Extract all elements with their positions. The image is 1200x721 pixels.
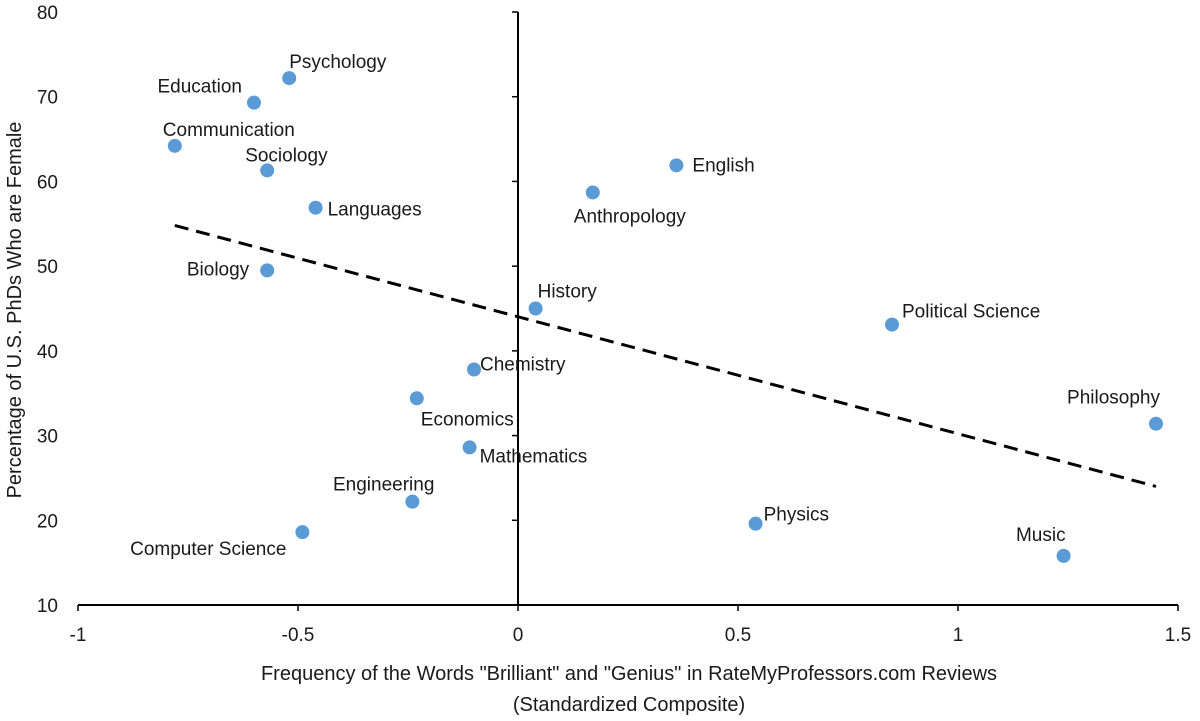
- x-axis-label-subtitle: (Standardized Composite): [513, 694, 745, 716]
- y-tick-label: 60: [37, 172, 58, 193]
- point-computer-science: [295, 525, 310, 540]
- point-label-economics: Economics: [421, 409, 514, 430]
- x-axis-ticks: -1 -0.5 0 0.5 1 1.5: [70, 605, 1191, 646]
- point-education: [247, 95, 261, 110]
- point-biology: [260, 263, 275, 278]
- point-label-anthropology: Anthropology: [574, 206, 686, 227]
- x-axis-label: Frequency of the Words "Brilliant" and "…: [261, 663, 997, 685]
- point-sociology: [260, 163, 275, 178]
- trendline: [174, 224, 1157, 488]
- y-tick-label: 40: [37, 342, 58, 363]
- point-mathematics: [462, 440, 477, 455]
- point-communication: [167, 138, 182, 153]
- point-psychology: [282, 71, 297, 86]
- point-physics: [748, 516, 763, 531]
- y-axis-label: Percentage of U.S. PhDs Who are Female: [4, 122, 26, 499]
- point-label-biology: Biology: [187, 259, 250, 280]
- point-label-psychology: Psychology: [289, 52, 387, 73]
- point-history: [528, 301, 543, 316]
- data-points: [167, 71, 1163, 563]
- y-tick-label: 20: [37, 511, 58, 532]
- point-label-languages: Languages: [328, 200, 422, 221]
- x-tick-label: 0: [513, 625, 524, 646]
- x-tick-label: 1: [953, 625, 964, 646]
- point-label-music: Music: [1016, 525, 1066, 546]
- point-anthropology: [585, 185, 600, 200]
- x-tick-label: 1.5: [1165, 625, 1191, 646]
- point-label-physics: Physics: [764, 505, 829, 526]
- x-tick-label: -1: [70, 625, 87, 646]
- point-chemistry: [467, 362, 481, 377]
- y-tick-label: 30: [37, 427, 58, 448]
- point-economics: [409, 391, 424, 406]
- point-label-computer-science: Computer Science: [130, 539, 286, 560]
- point-english: [669, 158, 684, 173]
- x-tick-label: 0.5: [725, 625, 751, 646]
- y-tick-label: 10: [37, 596, 58, 617]
- point-languages: [308, 200, 323, 215]
- point-label-political-science: Political Science: [902, 302, 1040, 323]
- data-point-labels: Psychology Education Communication Sociolog…: [130, 52, 1160, 560]
- y-axis-ticks: 10 20 30 40 50 60 70 80: [37, 3, 518, 617]
- point-music: [1056, 548, 1071, 563]
- point-label-chemistry: Chemistry: [480, 354, 566, 375]
- y-tick-label: 50: [37, 257, 58, 278]
- point-philosophy: [1149, 416, 1163, 431]
- point-label-engineering: Engineering: [333, 475, 434, 496]
- point-engineering: [405, 494, 420, 509]
- x-tick-label: -0.5: [282, 625, 315, 646]
- point-label-history: History: [538, 282, 598, 303]
- point-political-science: [885, 317, 899, 332]
- y-tick-label: 70: [37, 88, 58, 109]
- point-label-philosophy: Philosophy: [1067, 388, 1160, 409]
- point-label-mathematics: Mathematics: [480, 446, 588, 467]
- point-label-education: Education: [157, 77, 242, 98]
- point-label-communication: Communication: [163, 120, 295, 141]
- y-tick-label: 80: [37, 3, 58, 24]
- point-label-english: English: [692, 155, 754, 176]
- point-label-sociology: Sociology: [245, 145, 328, 166]
